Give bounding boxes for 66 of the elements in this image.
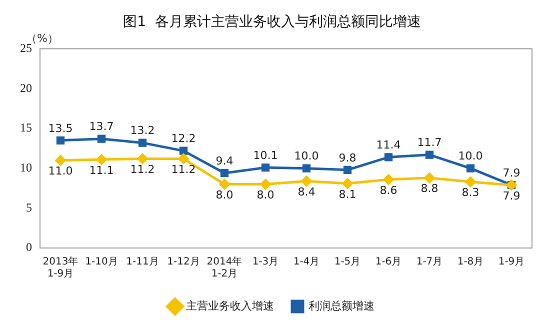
point [56,136,65,145]
x-tick-label: 1-4月 [293,256,320,268]
data-label: 8.0 [216,188,234,202]
legend-label: 利润总额增速 [308,299,374,312]
data-label: 8.8 [420,182,438,196]
data-label: 13.7 [89,120,114,134]
data-label: 11.4 [376,138,401,152]
data-label: 13.2 [130,124,155,138]
data-label: 10.1 [253,148,278,162]
point [302,164,311,172]
x-tick-label: 2013年 1-9月 [42,256,78,280]
x-tick-label: 1-9月 [498,256,525,268]
x-tick-label: 1-11月 [126,256,159,268]
data-label: 13.5 [48,122,73,135]
point [220,169,229,178]
x-tick-label: 1-3月 [252,256,279,268]
data-label: 7.9 [502,189,520,202]
point [383,174,394,185]
data-label: 9.8 [338,151,356,164]
chart-title: 图1 各月累计主营业务收入与利润总额同比增速 [123,14,421,30]
legend-label: 主营业务收入增速 [186,299,274,312]
data-label: 8.1 [338,188,356,201]
y-tick-label: 10 [20,160,32,174]
point [260,179,271,190]
point [466,164,475,172]
data-label: 10.0 [458,150,483,163]
point [138,138,147,147]
point [342,178,353,189]
point [219,179,230,190]
x-tick-label: 1-6月 [375,256,402,268]
data-label: 12.2 [171,132,196,146]
point [425,150,434,159]
point [343,166,352,174]
data-label: 8.0 [256,188,274,202]
point [179,146,188,155]
data-label: 11.0 [48,164,73,178]
data-label: 11.7 [417,136,442,150]
point [178,154,189,164]
data-label: 9.4 [216,154,234,168]
point [384,153,393,162]
data-label: 11.1 [89,164,114,177]
y-tick-label: 20 [20,80,32,95]
point [424,172,435,184]
point [137,154,148,164]
data-label: 10.0 [294,150,319,163]
x-tick-label: 1-12月 [167,256,200,268]
point [465,176,476,188]
data-label: 11.2 [130,163,155,176]
x-tick-label: 1-8月 [457,256,484,268]
point [55,155,66,166]
x-tick-label: 1-7月 [416,256,443,268]
point [96,154,107,165]
y-tick-label: 0 [26,240,32,254]
y-tick-label: 5 [26,200,32,214]
data-label: 8.3 [462,186,480,200]
x-tick-label: 1-5月 [334,256,361,268]
point [97,134,106,143]
y-tick-label: 15 [20,120,32,135]
x-tick-label: 2014年 1-2月 [206,256,242,280]
point [301,176,312,186]
data-label: 7.9 [502,166,520,180]
point [261,163,270,172]
data-label: 8.4 [298,185,316,198]
data-label: 8.6 [380,184,398,197]
x-tick-label: 1-10月 [85,256,118,268]
data-label: 11.2 [171,163,196,176]
